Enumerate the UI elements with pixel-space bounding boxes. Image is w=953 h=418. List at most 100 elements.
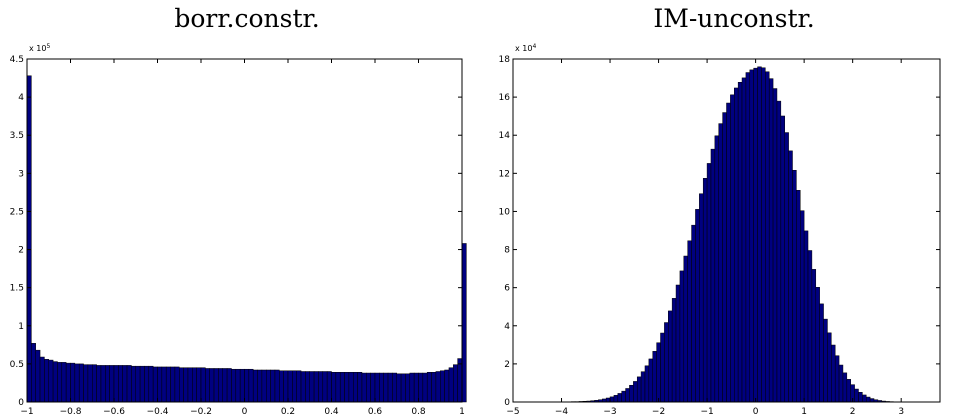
histogram-bar bbox=[776, 100, 782, 403]
x-tick-label: 1 bbox=[459, 407, 465, 417]
histogram-bar bbox=[226, 368, 232, 403]
y-tick-label: 2 bbox=[18, 246, 24, 256]
histogram-bar bbox=[400, 373, 406, 403]
y-tick-label: 0.5 bbox=[10, 360, 24, 370]
histogram-bar bbox=[440, 370, 445, 403]
histogram-bar bbox=[652, 351, 657, 403]
histogram-bar bbox=[257, 369, 263, 403]
x-tick-label: −0.4 bbox=[147, 407, 169, 417]
histogram-bar bbox=[248, 368, 254, 403]
histogram-bar bbox=[706, 163, 712, 403]
histogram-bar bbox=[222, 368, 228, 403]
histogram-bar bbox=[625, 388, 630, 403]
y-tick-label: 4.5 bbox=[10, 55, 24, 65]
histogram-bar bbox=[846, 379, 851, 403]
histogram-bar bbox=[644, 365, 650, 403]
x-tick-label: −4 bbox=[555, 407, 569, 417]
histogram-bar bbox=[187, 367, 193, 403]
histogram-bar bbox=[270, 369, 276, 403]
histogram-bar bbox=[858, 392, 863, 403]
bars-left bbox=[26, 75, 467, 403]
y-tick-label: 4 bbox=[18, 93, 24, 103]
histogram-bar bbox=[179, 367, 184, 403]
x-tick-label: −1 bbox=[700, 407, 713, 417]
histogram-bar bbox=[152, 366, 158, 403]
chart-title-right: IM-unconstr. bbox=[653, 4, 815, 33]
y-tick-label: 1.5 bbox=[10, 284, 24, 294]
y-scale-multiplier: x 105 bbox=[29, 43, 50, 53]
x-tick-label: 0 bbox=[753, 407, 759, 417]
histogram-bar bbox=[161, 366, 167, 403]
chart-title-left: borr.constr. bbox=[174, 4, 320, 33]
x-tick-label: −2 bbox=[652, 407, 665, 417]
histogram-bar bbox=[335, 372, 341, 403]
histogram-bar bbox=[613, 395, 619, 403]
histogram-bar bbox=[444, 369, 450, 403]
y-tick-label: 14 bbox=[499, 131, 511, 141]
histogram-bar bbox=[675, 284, 681, 403]
histogram-bar bbox=[353, 372, 358, 403]
x-tick-label: 0.4 bbox=[324, 407, 339, 417]
histogram-bar bbox=[200, 367, 206, 403]
histogram-bar bbox=[292, 370, 297, 403]
bars-right bbox=[559, 66, 902, 403]
histogram-bar bbox=[70, 362, 76, 403]
histogram-bar bbox=[842, 372, 848, 403]
histogram-bar bbox=[78, 363, 84, 403]
histogram-bar bbox=[679, 270, 685, 403]
y-tick-label: 12 bbox=[499, 169, 510, 179]
x-tick-label: −5 bbox=[506, 407, 519, 417]
histogram-bar bbox=[118, 365, 123, 403]
histogram-bar bbox=[283, 370, 289, 403]
histogram-bar bbox=[48, 359, 54, 403]
histogram-bar bbox=[231, 368, 237, 403]
histogram-bar bbox=[339, 372, 345, 403]
histogram-bar bbox=[815, 287, 820, 403]
histogram-bar bbox=[113, 365, 119, 403]
histogram-bar bbox=[800, 210, 805, 403]
histogram-bar bbox=[757, 66, 762, 403]
histogram-bar bbox=[313, 371, 319, 403]
histogram-bar bbox=[461, 243, 467, 403]
histogram-bar bbox=[65, 362, 71, 403]
histogram-bar bbox=[31, 343, 36, 403]
histogram-bar bbox=[768, 78, 774, 403]
histogram-bar bbox=[57, 362, 63, 403]
axes-frame-left bbox=[26, 58, 463, 403]
histogram-bar bbox=[344, 372, 350, 403]
histogram-bar bbox=[361, 372, 367, 403]
histogram-bar bbox=[252, 369, 258, 403]
histogram-bar bbox=[718, 123, 723, 403]
y-tick-label: 2.5 bbox=[10, 207, 24, 217]
y-tick-label: 18 bbox=[499, 55, 511, 65]
histogram-bar bbox=[699, 193, 704, 403]
histogram-bar bbox=[671, 298, 677, 403]
histogram-bar bbox=[633, 381, 638, 403]
histogram-bar bbox=[96, 365, 102, 403]
histogram-bar bbox=[784, 132, 789, 403]
histogram-bar bbox=[869, 398, 875, 403]
histogram-bar bbox=[772, 88, 778, 403]
histogram-bar bbox=[139, 365, 145, 403]
histogram-bar bbox=[74, 363, 80, 403]
x-tick-label: −0.6 bbox=[103, 407, 125, 417]
x-tick-label: 0.8 bbox=[411, 407, 426, 417]
histogram-bar bbox=[131, 365, 136, 403]
histogram-bar bbox=[396, 373, 402, 403]
histogram-bar bbox=[287, 370, 293, 403]
y-tick-label: 2 bbox=[504, 360, 510, 370]
histogram-bar bbox=[695, 209, 700, 403]
histogram-bar bbox=[44, 359, 50, 403]
histogram-bar bbox=[422, 372, 428, 403]
histogram-bar bbox=[279, 370, 284, 403]
histogram-bar bbox=[109, 365, 115, 403]
x-tick-label: 2 bbox=[850, 407, 856, 417]
histogram-bar bbox=[636, 376, 642, 403]
histogram-bar bbox=[244, 368, 250, 403]
histogram-bar bbox=[348, 372, 354, 403]
histogram-bar bbox=[827, 332, 832, 403]
histogram-bar bbox=[126, 365, 132, 403]
y-tick-label: 3 bbox=[18, 169, 24, 179]
histogram-bar bbox=[92, 364, 97, 403]
